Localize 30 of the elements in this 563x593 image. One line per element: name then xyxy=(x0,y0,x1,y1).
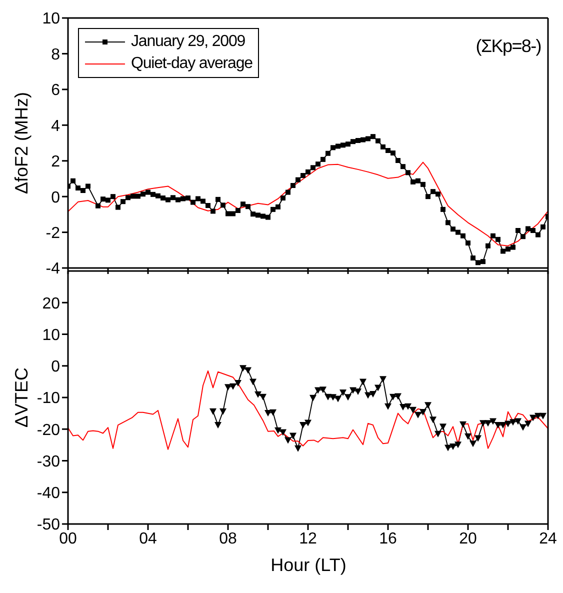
x-axis-title: Hour (LT) xyxy=(270,554,348,577)
y-tick-label: -10 xyxy=(36,390,60,408)
y-tick-label: -2 xyxy=(46,224,60,242)
y-tick-label: -20 xyxy=(36,422,60,439)
y-tick-label: 0 xyxy=(51,189,60,206)
x-tick-label: 24 xyxy=(539,530,557,548)
y-tick-label: 2 xyxy=(51,154,60,171)
line-series xyxy=(68,370,548,450)
y-tick-label: -50 xyxy=(36,516,60,534)
y-axis-title: ΔfoF2 (MHz) xyxy=(11,92,32,194)
annotation: (ΣKp=8-) xyxy=(476,36,541,57)
y-tick-label: -30 xyxy=(36,453,60,470)
y-tick-label: -4 xyxy=(46,260,60,278)
x-tick-label: 08 xyxy=(219,530,237,548)
y-tick-label: 0 xyxy=(51,358,60,376)
y-tick-label: -40 xyxy=(36,485,60,502)
y-tick-label: 10 xyxy=(42,326,60,344)
x-tick-label: 04 xyxy=(139,530,157,548)
x-tick-label: 20 xyxy=(459,530,477,548)
legend-label: Quiet-day average xyxy=(131,54,252,74)
y-axis-title: ΔVTEC xyxy=(11,367,32,428)
x-tick-label: 12 xyxy=(299,530,317,548)
x-tick-label: 16 xyxy=(379,530,397,548)
y-tick-label: 8 xyxy=(51,46,60,64)
x-tick-label: 00 xyxy=(59,530,77,548)
y-tick-label: 4 xyxy=(51,118,60,135)
y-tick-label: 20 xyxy=(42,295,60,312)
y-tick-label: 6 xyxy=(51,82,60,100)
y-tick-label: 10 xyxy=(42,10,60,28)
legend-label: January 29, 2009 xyxy=(131,32,246,52)
